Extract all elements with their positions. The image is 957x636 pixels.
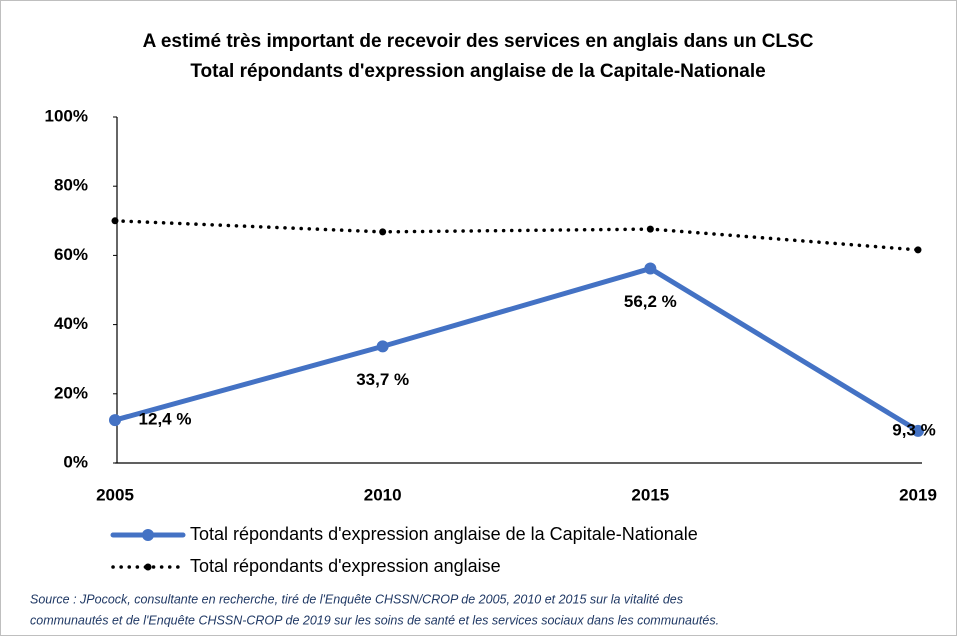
y-tick-label: 80% (54, 176, 88, 195)
data-label: 9,3 % (892, 420, 935, 439)
x-tick-label: 2005 (96, 485, 134, 504)
series-line (112, 266, 921, 434)
point (376, 340, 389, 353)
point (109, 414, 121, 427)
legend-label: Total répondants d'expression anglaise (190, 556, 501, 576)
x-tick-label: 2010 (364, 485, 402, 504)
data-label: 33,7 % (356, 370, 409, 389)
source: Source : JPocock, consultante en recherc… (30, 592, 683, 606)
chart-subtitle: Total répondants d'expression anglaise d… (190, 61, 765, 82)
point (379, 228, 387, 236)
y-tick-label: 40% (54, 314, 88, 333)
x-tick-label: 2015 (631, 485, 669, 504)
data-label: 56,2 % (624, 292, 677, 311)
x-tick-label: 2019 (899, 485, 937, 504)
point (111, 217, 119, 225)
point (914, 246, 922, 254)
data-label: 12,4 % (139, 410, 192, 429)
y-tick-label: 60% (54, 245, 88, 264)
point (912, 424, 924, 437)
legend-marker (144, 563, 152, 571)
legend-label: Total répondants d'expression anglaise d… (190, 524, 698, 544)
y-tick-label: 0% (63, 452, 88, 471)
point (646, 225, 654, 233)
legend-marker (142, 529, 154, 541)
y-tick-label: 100% (45, 106, 88, 125)
source: communautés et de l'Enquête CHSSN-CROP d… (30, 613, 719, 627)
point (644, 262, 657, 275)
y-tick-label: 20% (54, 383, 88, 402)
chart-title: A estimé très important de recevoir des … (143, 31, 814, 52)
